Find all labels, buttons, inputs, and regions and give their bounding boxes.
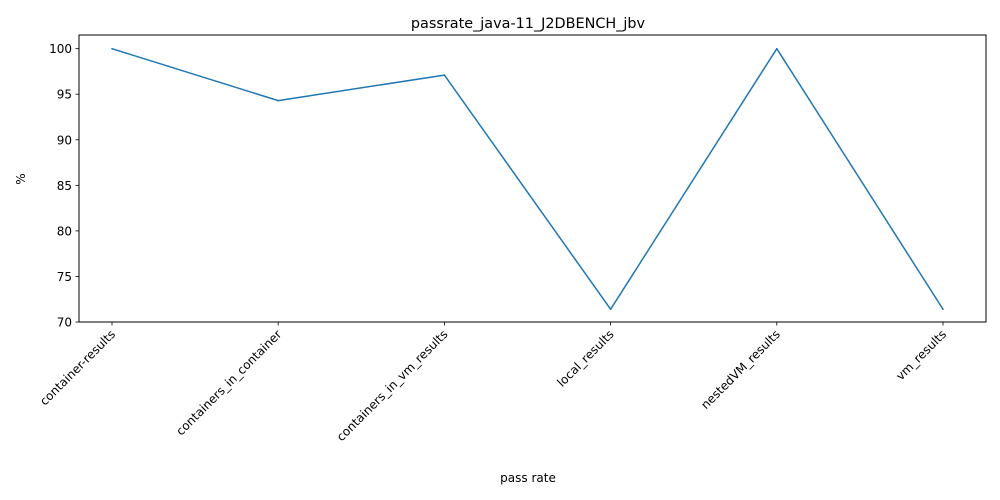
y-tick-label: 85 [57,179,72,193]
plot-area [79,35,986,322]
series-line [111,47,944,310]
x-tick-label: vm_results [893,327,949,383]
data-point [277,99,280,102]
x-axis: container-results containers_in_container… [37,322,949,444]
x-tick-label: container-results [37,327,118,408]
data-point [443,74,446,76]
y-tick-label: 90 [57,133,72,147]
y-tick-label: 80 [57,224,72,238]
x-tick-label: containers_in_vm_results [334,327,451,444]
y-tick-label: 75 [57,270,72,284]
chart-title: passrate_java-11_J2DBENCH_jbv [411,16,646,32]
y-axis: 70 75 80 85 90 95 100 [49,42,79,330]
x-axis-label: pass rate [500,471,556,485]
plot-frame [78,34,987,323]
y-tick-label: 100 [49,42,72,56]
data-point [776,47,778,50]
x-tick-label: local_results [554,327,616,389]
x-tick-label: containers_in_container [173,327,284,438]
data-point [609,308,612,311]
y-axis-label: % [14,173,28,184]
data-point [942,308,944,311]
y-tick-label: 95 [57,88,72,102]
x-tick-label: nestedVM_results [698,327,783,412]
y-tick-label: 70 [57,316,72,330]
data-point [111,47,113,50]
series-layer [111,47,944,311]
